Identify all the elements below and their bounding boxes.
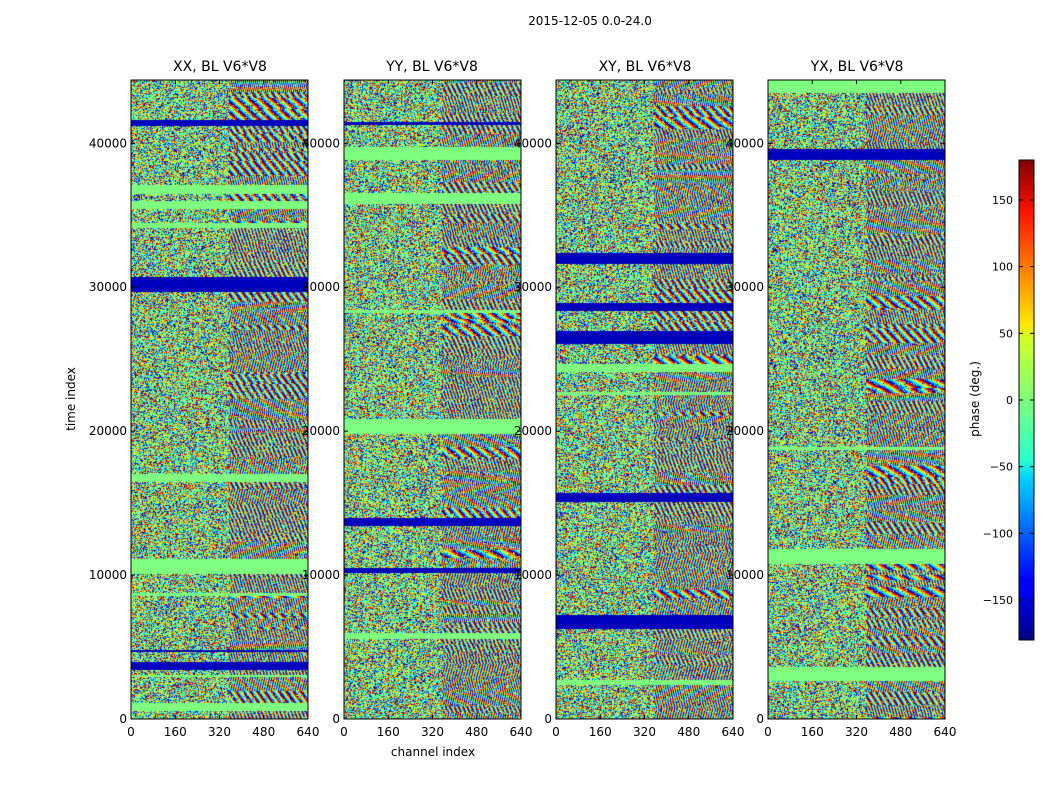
panel-title-xx: XX, BL V6*V8	[173, 59, 267, 75]
x-tick-label: 320	[633, 725, 656, 739]
x-tick-label: 480	[252, 725, 275, 739]
y-tick-label: 0	[119, 712, 127, 726]
y-tick-label: 30000	[514, 280, 552, 294]
x-tick-label: 320	[421, 725, 444, 739]
x-tick-label: 640	[722, 725, 745, 739]
x-tick-label: 160	[164, 725, 187, 739]
heatmap-image-xx	[131, 80, 308, 719]
y-tick-label: 30000	[89, 280, 127, 294]
x-tick-label: 0	[127, 725, 135, 739]
x-tick-label: 480	[465, 725, 488, 739]
y-tick-label: 20000	[89, 424, 127, 438]
y-tick-label: 40000	[726, 136, 764, 150]
x-tick-label: 0	[764, 725, 772, 739]
colorbar-tick-label: 150	[992, 194, 1013, 207]
x-tick-label: 640	[297, 725, 320, 739]
x-tick-label: 320	[845, 725, 868, 739]
x-axis-label: channel index	[390, 745, 476, 759]
colorbar-tick-label: −100	[983, 527, 1013, 540]
x-tick-label: 160	[801, 725, 824, 739]
x-tick-label: 160	[589, 725, 612, 739]
x-tick-label: 0	[552, 725, 560, 739]
panel-title-yy: YY, BL V6*V8	[386, 59, 478, 75]
y-tick-label: 40000	[514, 136, 552, 150]
y-tick-label: 30000	[726, 280, 764, 294]
panel-title-xy: XY, BL V6*V8	[598, 59, 692, 75]
x-tick-label: 160	[377, 725, 400, 739]
y-tick-label: 40000	[302, 136, 340, 150]
y-tick-label: 10000	[302, 568, 340, 582]
heatmap-image-xy	[556, 80, 733, 719]
panel-yx: 0 160 320 480 640 0 10000 20000 30000 40000	[726, 79, 957, 739]
x-tick-label: 640	[510, 725, 533, 739]
y-tick-label: 40000	[89, 136, 127, 150]
panel-title-yx: YX, BL V6*V8	[810, 59, 904, 75]
panel-xx: 0 160 320 480 640 0 10000 20000 30000 40000	[89, 79, 320, 739]
y-tick-label: 0	[544, 712, 552, 726]
y-tick-label: 10000	[726, 568, 764, 582]
panel-yy: 0 160 320 480 640 0 10000 20000 30000 40000	[302, 79, 533, 739]
heatmap-image-yx	[768, 80, 945, 719]
y-tick-label: 30000	[302, 280, 340, 294]
panel-xy: 0 160 320 480 640 0 10000 20000 30000 40000	[514, 79, 745, 739]
colorbar-tick-label: −150	[983, 594, 1013, 607]
heatmap-image-yy	[344, 80, 521, 719]
x-tick-label: 640	[934, 725, 957, 739]
x-tick-label: 480	[889, 725, 912, 739]
y-tick-label: 0	[332, 712, 340, 726]
colorbar-tick-label: 50	[999, 327, 1013, 340]
x-tick-label: 320	[208, 725, 231, 739]
colorbar-tick-label: 100	[992, 261, 1013, 274]
y-tick-label: 20000	[514, 424, 552, 438]
y-tick-label: 20000	[726, 424, 764, 438]
y-tick-label: 20000	[302, 424, 340, 438]
colorbar-tick-label: 0	[1006, 394, 1013, 407]
y-tick-label: 0	[756, 712, 764, 726]
y-tick-label: 10000	[514, 568, 552, 582]
figure-title: 2015-12-05 0.0-24.0	[528, 14, 652, 28]
x-tick-label: 480	[677, 725, 700, 739]
y-tick-label: 10000	[89, 568, 127, 582]
x-tick-label: 0	[340, 725, 348, 739]
colorbar-tick-label: −50	[990, 461, 1013, 474]
